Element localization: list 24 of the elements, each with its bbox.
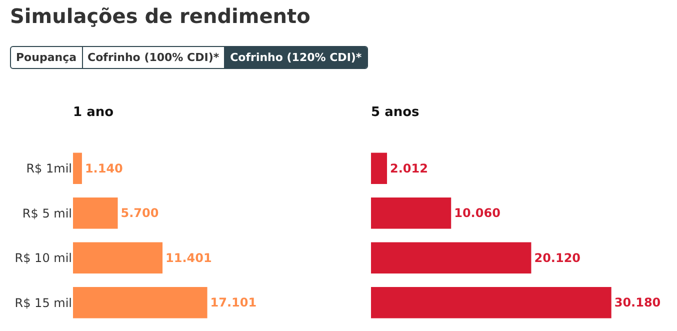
y-tick-label: R$ 5 mil — [22, 206, 72, 220]
data-label: 11.401 — [166, 250, 212, 265]
bar — [73, 286, 208, 318]
y-tick-label: R$ 1mil — [26, 162, 72, 176]
bar — [73, 242, 163, 274]
bar — [371, 152, 388, 184]
bar — [73, 152, 82, 184]
bar — [371, 242, 532, 274]
data-label: 30.180 — [614, 296, 661, 310]
data-label: 2.012 — [390, 161, 428, 176]
bar — [73, 197, 118, 229]
tab-buttons: Poupança Cofrinho (100% CDI)* Cofrinho (120% CDI)* — [10, 46, 368, 69]
data-label: 20.120 — [534, 250, 581, 265]
data-label: 5.700 — [120, 206, 159, 220]
chart-title: 5 anos — [371, 105, 420, 120]
data-label: 10.060 — [454, 206, 500, 220]
data-label: 17.101 — [210, 296, 257, 310]
chart-title: Simulações de rendimento — [10, 4, 310, 28]
chart-subtitle: 1 ano — [73, 105, 114, 120]
data-label: 1.140 — [84, 161, 123, 176]
bar — [371, 286, 612, 318]
y-tick-label: R$ 15 mil — [14, 296, 72, 310]
bar — [371, 197, 452, 229]
y-tick-label: R$ 10 mil — [14, 251, 72, 266]
